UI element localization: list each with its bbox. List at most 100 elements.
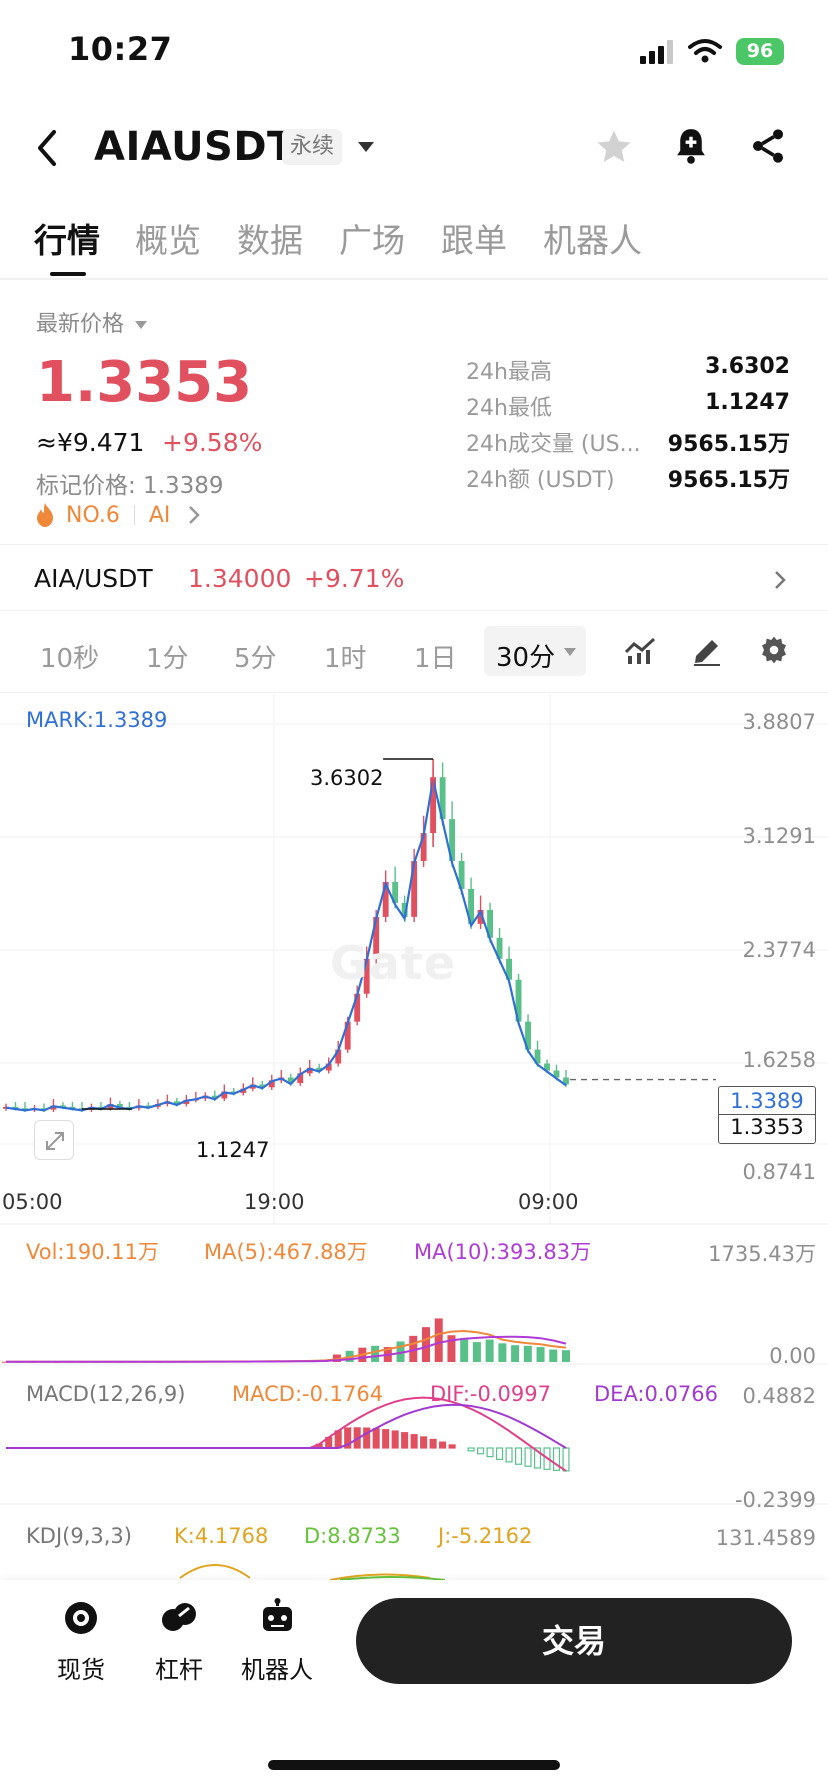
candle-body-19 (183, 1099, 190, 1105)
candle-body-51 (487, 909, 494, 938)
interval-1m[interactable]: 1分 (146, 644, 189, 674)
volume-bar-29 (371, 1345, 380, 1362)
y-tick-5: 0.8741 (742, 1160, 816, 1184)
y-tick-1: 3.8807 (742, 710, 816, 734)
contract-type-badge[interactable]: 永续 (282, 129, 343, 165)
y-tick-3: 2.3774 (742, 938, 816, 962)
interval-1h[interactable]: 1时 (324, 644, 367, 674)
interval-1d[interactable]: 1日 (414, 644, 457, 674)
volume-bars (2, 1318, 570, 1363)
macd-y-top: 0.4882 (742, 1384, 816, 1408)
expand-chart-button[interactable] (34, 1120, 74, 1160)
candle-body-24 (230, 1091, 237, 1094)
volume-bar-40 (511, 1345, 520, 1362)
draw-pen-icon[interactable] (690, 634, 724, 666)
candle-body-50 (477, 909, 484, 924)
interval-10s[interactable]: 10秒 (40, 644, 100, 674)
macd-dea-line (6, 1403, 567, 1449)
tab-bots[interactable]: 机器人 (543, 221, 642, 260)
tab-overview[interactable]: 概览 (135, 221, 201, 260)
volume-bar-43 (549, 1349, 558, 1362)
candle-body-55 (525, 1021, 531, 1050)
candle-body-53 (506, 958, 512, 980)
contract-dropdown-icon[interactable] (358, 142, 374, 152)
candle-body-44 (420, 833, 427, 861)
candle-body-35 (335, 1049, 342, 1064)
kdj-y-top: 131.4589 (715, 1526, 816, 1550)
kdj-name: KDJ(9,3,3) (26, 1524, 132, 1548)
macd-bar-51 (486, 1447, 494, 1458)
latest-price-label-text: 最新价格 (36, 312, 125, 337)
home-indicator (268, 1760, 560, 1770)
vol-ma10-label: MA(10):393.83万 (414, 1240, 592, 1264)
x-tick-2: 19:00 (244, 1190, 305, 1214)
candle-body-30 (287, 1077, 294, 1084)
low-price-label: 1.1247 (196, 1138, 270, 1162)
interval-dropdown-icon (564, 648, 576, 656)
price-cny: ≈¥9.471 (36, 428, 145, 457)
macd-bar-36 (344, 1427, 352, 1449)
macd-name: MACD(12,26,9) (26, 1382, 186, 1406)
nav-margin-label: 杠杆 (155, 1656, 203, 1684)
spot-pair-row[interactable]: AIA/USDT 1.34000 +9.71% (34, 564, 794, 598)
share-icon[interactable] (748, 126, 788, 166)
stat-low-label: 24h最低 (466, 396, 552, 421)
nav-bot[interactable]: 机器人 (232, 1598, 322, 1685)
x-tick-1: 05:00 (2, 1190, 63, 1214)
candle-body-32 (306, 1067, 313, 1074)
candle-body-13 (126, 1106, 133, 1109)
wifi-icon (688, 39, 722, 63)
y-tick-2: 3.1291 (742, 824, 816, 848)
interval-selector[interactable]: 30分 (484, 626, 586, 676)
macd-bar-42 (401, 1432, 409, 1449)
fire-icon (37, 503, 53, 527)
expand-icon (46, 1132, 64, 1150)
tab-copy-trading[interactable]: 跟单 (441, 221, 507, 260)
volume-bar-38 (485, 1339, 494, 1362)
candle-body-54 (515, 979, 522, 1022)
tab-data[interactable]: 数据 (237, 221, 303, 260)
candle-body-23 (221, 1091, 228, 1099)
chart-grid (0, 694, 828, 1505)
interval-divider (0, 692, 828, 693)
candle-body-58 (553, 1070, 560, 1078)
nav-spot[interactable]: 现货 (36, 1598, 126, 1685)
settings-gear-icon[interactable] (758, 634, 790, 666)
volume-bar-44 (562, 1350, 570, 1362)
vol-y-top: 1735.43万 (708, 1242, 816, 1266)
kdj-d-line (339, 1576, 446, 1581)
macd-bar-54 (514, 1447, 523, 1465)
back-arrow-icon[interactable] (34, 128, 60, 168)
candlestick-chart[interactable] (0, 694, 828, 1594)
price-alert-bell-icon[interactable] (672, 126, 710, 166)
margin-icon (162, 1603, 196, 1631)
page-title: AIAUSDT (94, 124, 295, 170)
interval-5m[interactable]: 5分 (234, 644, 277, 674)
macd-bar-49 (467, 1447, 475, 1452)
active-tab-indicator (50, 272, 86, 276)
mark-label: MARK:1.3389 (26, 708, 168, 732)
rank-sector-row[interactable]: NO.6 AI (34, 502, 201, 528)
candle-body-7 (69, 1106, 76, 1109)
macd-bar-46 (439, 1441, 447, 1449)
trade-button[interactable]: 交易 (356, 1598, 792, 1684)
candle-body-56 (534, 1049, 541, 1064)
stat-high-value: 3.6302 (705, 354, 790, 379)
candle-body-47 (449, 819, 456, 861)
tab-square[interactable]: 广场 (339, 221, 405, 260)
candle-body-36 (344, 1021, 351, 1050)
vol-label: Vol:190.11万 (26, 1240, 159, 1264)
chevron-right-icon (189, 506, 201, 524)
volume-ma10-line (6, 1335, 567, 1363)
kdj-d-value: D:8.8733 (304, 1524, 401, 1548)
macd-bar-41 (391, 1430, 399, 1449)
latest-price-label[interactable]: 最新价格 (36, 306, 148, 338)
volume-bar-32 (409, 1335, 418, 1362)
vol-ma5-label: MA(5):467.88万 (204, 1240, 368, 1264)
indicator-icon[interactable] (624, 636, 658, 666)
candle-body-43 (411, 860, 418, 917)
watermark-logo: Gate (330, 936, 456, 990)
nav-margin[interactable]: 杠杆 (134, 1598, 224, 1685)
tab-market[interactable]: 行情 (34, 221, 100, 260)
favorite-star-icon[interactable] (594, 127, 634, 167)
